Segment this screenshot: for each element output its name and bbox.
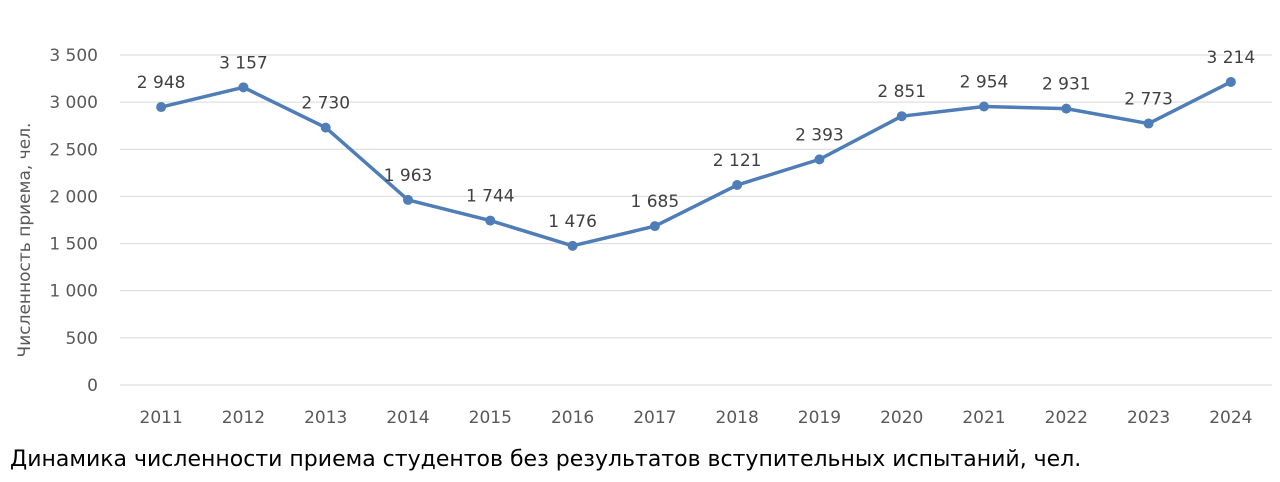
data-label: 2 730: [301, 94, 350, 114]
x-tick-label: 2020: [880, 408, 923, 428]
y-tick-label: 3 500: [49, 46, 98, 66]
series-line: [156, 76, 1236, 251]
x-tick-label: 2014: [386, 408, 429, 428]
x-tick-label: 2011: [140, 408, 183, 428]
data-point: [1225, 76, 1236, 87]
x-tick-label: 2012: [222, 408, 265, 428]
data-label: 2 931: [1042, 75, 1091, 95]
y-axis-label: Численность приема, чел.: [15, 123, 35, 358]
data-point: [649, 221, 660, 232]
data-point: [979, 101, 989, 112]
y-tick-label: 1 000: [49, 282, 98, 302]
data-labels: 2 948 3 157 2 730 1 963 1 744 1 476 1 685 2 121…: [137, 48, 1255, 232]
data-label: 2 954: [960, 72, 1009, 92]
data-label: 3 214: [1207, 48, 1256, 68]
x-tick-label: 2021: [962, 408, 1005, 428]
data-point: [567, 240, 578, 251]
y-tick-label: 0: [87, 376, 98, 396]
data-point: [485, 215, 496, 226]
x-tick-label: 2017: [633, 408, 676, 428]
data-label: 2 393: [795, 125, 844, 145]
data-point: [156, 102, 167, 113]
x-tick-label: 2018: [716, 408, 759, 428]
gridlines: [120, 54, 1272, 386]
data-point: [814, 154, 825, 165]
data-point: [238, 82, 249, 93]
x-axis-ticks: 2011 2012 2013 2014 2015 2016 2017 2018 2019 2020…: [140, 408, 1253, 428]
x-tick-label: 2024: [1209, 408, 1252, 428]
y-tick-label: 2 000: [49, 187, 98, 207]
series-path: [160, 80, 1232, 248]
data-point: [896, 111, 907, 122]
chart-caption: Динамика численности приема студентов бе…: [10, 447, 1082, 472]
data-point: [1061, 103, 1072, 114]
data-label: 2 851: [877, 82, 926, 102]
data-label: 1 963: [384, 166, 433, 186]
x-tick-label: 2016: [551, 408, 594, 428]
data-point: [1143, 118, 1154, 129]
x-tick-label: 2019: [798, 408, 841, 428]
data-label: 1 685: [631, 192, 680, 212]
x-tick-label: 2022: [1045, 408, 1088, 428]
x-tick-label: 2013: [304, 408, 347, 428]
data-label: 1 744: [466, 187, 515, 207]
y-tick-label: 1 500: [49, 235, 98, 255]
y-tick-label: 2 500: [49, 140, 98, 160]
data-label: 3 157: [219, 53, 268, 73]
y-tick-label: 500: [66, 329, 98, 349]
data-point: [403, 194, 413, 205]
x-tick-label: 2023: [1127, 408, 1170, 428]
y-tick-label: 3 000: [49, 93, 98, 113]
data-point: [320, 122, 331, 133]
data-label: 2 948: [137, 73, 186, 93]
y-axis-ticks: 0 500 1 000 1 500 2 000 2 500 3 000 3 500: [49, 46, 98, 396]
data-label: 1 476: [548, 212, 597, 232]
x-tick-label: 2015: [469, 408, 512, 428]
data-label: 2 773: [1124, 90, 1173, 110]
data-label: 2 121: [713, 151, 762, 171]
data-point: [732, 180, 743, 191]
